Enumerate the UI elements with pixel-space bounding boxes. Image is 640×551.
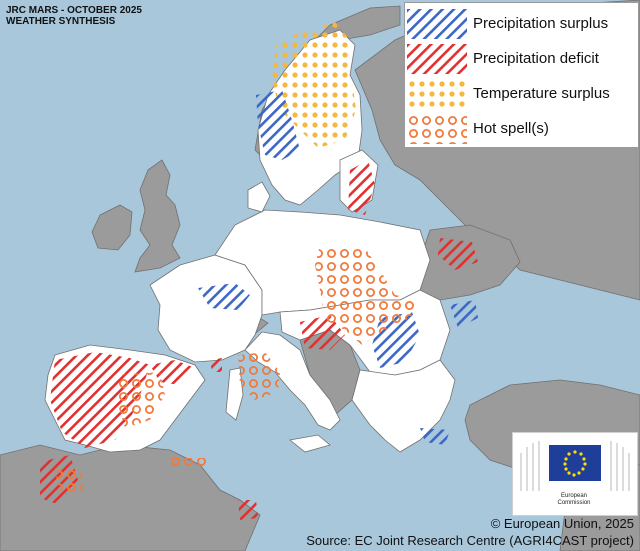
precipitation-deficit-area xyxy=(238,500,258,520)
orange-dots-swatch-icon xyxy=(407,79,467,109)
legend-item-temperature-surplus: Temperature surplus xyxy=(405,79,638,109)
legend-item-hot-spells: Hot spell(s) xyxy=(405,114,638,144)
map-title-line1: JRC MARS - OCTOBER 2025 xyxy=(6,5,142,16)
hot-spell-area xyxy=(55,465,85,495)
source-text: Source: EC Joint Research Centre (AGRI4C… xyxy=(306,533,634,548)
precipitation-deficit-area xyxy=(210,358,222,372)
european-commission-logo xyxy=(512,432,638,516)
precipitation-deficit-area xyxy=(438,238,478,270)
hot-spell-area xyxy=(170,458,210,468)
legend-label: Hot spell(s) xyxy=(473,120,549,137)
logo-caption-line1: European xyxy=(560,493,588,499)
orange-rings-swatch-icon xyxy=(407,114,467,144)
ec-building-icon xyxy=(520,441,630,491)
map-title: JRC MARS - OCTOBER 2025 WEATHER SYNTHESI… xyxy=(6,5,142,27)
copyright-text: © European Union, 2025 xyxy=(490,516,634,531)
map-title-line2: WEATHER SYNTHESIS xyxy=(6,16,116,27)
legend-label: Precipitation deficit xyxy=(473,50,599,67)
hot-spell-area xyxy=(238,352,280,400)
ireland xyxy=(91,204,133,251)
sicily xyxy=(289,434,331,453)
blue-hatch-swatch-icon xyxy=(407,9,467,39)
legend-label: Precipitation surplus xyxy=(473,15,609,32)
precipitation-deficit-area xyxy=(348,160,375,215)
anomaly-layers xyxy=(40,22,478,520)
map-legend: Precipitation surplus Precipitation defi… xyxy=(404,2,639,148)
hot-spell-area xyxy=(115,372,165,428)
precipitation-surplus-area xyxy=(256,90,300,160)
temperature-surplus-area xyxy=(272,22,356,148)
sardinia-corsica xyxy=(225,367,244,421)
legend-item-precipitation-surplus: Precipitation surplus xyxy=(405,9,638,39)
denmark xyxy=(247,181,271,213)
logo-caption: European Commission xyxy=(544,493,604,507)
great-britain xyxy=(134,159,181,273)
precipitation-surplus-area xyxy=(450,300,478,328)
legend-item-precipitation-deficit: Precipitation deficit xyxy=(405,44,638,74)
logo-caption-line2: Commission xyxy=(557,500,591,506)
legend-label: Temperature surplus xyxy=(473,85,610,102)
hot-spell-area xyxy=(315,245,420,345)
red-hatch-swatch-icon xyxy=(407,44,467,74)
precipitation-surplus-area xyxy=(420,428,450,445)
precipitation-surplus-area xyxy=(198,283,250,310)
